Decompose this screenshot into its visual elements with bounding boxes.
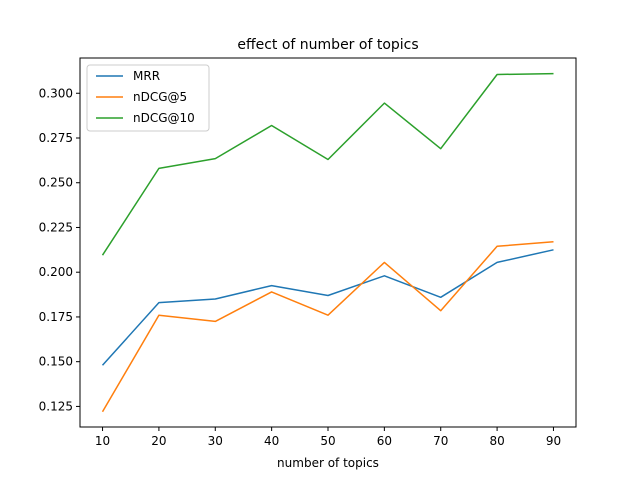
y-tick-label: 0.150 (39, 355, 73, 369)
x-axis: 10 20 30 40 50 60 70 80 90 (95, 427, 561, 448)
series-line-1 (101, 249, 554, 366)
series-line-3 (101, 72, 554, 256)
x-tick-label: 40 (264, 434, 279, 448)
x-tick-label: 60 (377, 434, 392, 448)
chart-title: effect of number of topics (237, 37, 418, 53)
x-tick-label: 50 (320, 434, 335, 448)
legend-label: nDCG@5 (133, 90, 187, 104)
legend-box (86, 64, 210, 132)
x-tick-label: 20 (151, 434, 166, 448)
x-tick-label: 90 (546, 434, 561, 448)
y-tick-label: 0.300 (39, 86, 73, 100)
x-tick-label: 10 (95, 434, 110, 448)
legend-label: nDCG@10 (133, 111, 195, 125)
y-tick-label: 0.125 (39, 399, 73, 413)
x-axis-label: number of topics (277, 456, 379, 470)
y-axis: 0.125 0.150 0.175 0.200 0.225 0.250 0.275 0.300 (39, 86, 80, 413)
y-tick-label: 0.250 (39, 176, 73, 190)
legend: MRR nDCG@5 nDCG@10 (86, 64, 210, 132)
y-tick-label: 0.200 (39, 265, 73, 279)
x-tick-label: 70 (433, 434, 448, 448)
series-line-2 (101, 241, 554, 413)
x-tick-label: 80 (489, 434, 504, 448)
plot-lines (101, 72, 554, 413)
y-tick-label: 0.225 (39, 220, 73, 234)
y-tick-label: 0.175 (39, 310, 73, 324)
y-tick-label: 0.275 (39, 131, 73, 145)
legend-label: MRR (133, 69, 160, 83)
x-tick-label: 30 (208, 434, 223, 448)
